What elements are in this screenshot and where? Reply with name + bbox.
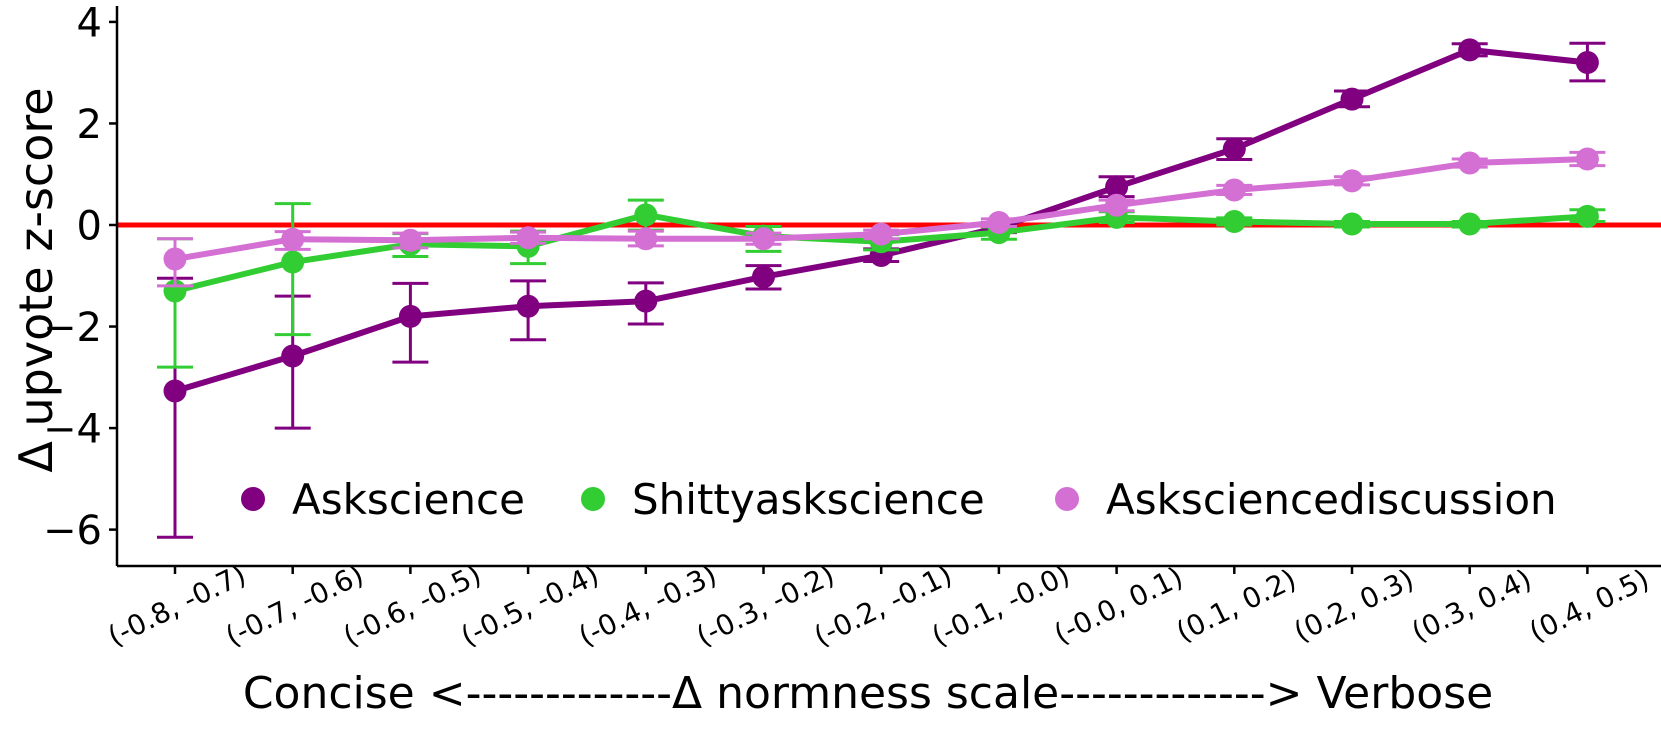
data-point-asksciencediscussion — [1575, 147, 1599, 171]
data-point-asksciencediscussion — [869, 222, 893, 246]
data-point-shittyaskscience — [1458, 212, 1482, 236]
data-point-shittyaskscience — [281, 250, 305, 274]
data-point-asksciencediscussion — [1105, 193, 1129, 217]
data-point-askscience — [516, 294, 540, 318]
data-point-askscience — [163, 379, 187, 403]
data-point-askscience — [398, 304, 422, 328]
data-point-asksciencediscussion — [516, 226, 540, 250]
x-tick-label: (0.1, 0.2) — [1171, 562, 1301, 648]
data-point-askscience — [281, 344, 305, 368]
data-point-askscience — [1458, 38, 1482, 62]
legend-label-asksciencediscussion: Asksciencediscussion — [1106, 475, 1557, 524]
x-tick-label: (0.2, 0.3) — [1289, 562, 1419, 648]
data-point-asksciencediscussion — [398, 228, 422, 252]
data-point-askscience — [1575, 51, 1599, 75]
data-point-askscience — [1340, 87, 1364, 111]
data-point-shittyaskscience — [1340, 212, 1364, 236]
x-tick-label: (0.4, 0.5) — [1524, 562, 1654, 648]
legend-marker-shittyaskscience — [581, 487, 605, 511]
y-tick-label: 0 — [77, 203, 102, 249]
data-point-shittyaskscience — [1222, 209, 1246, 233]
legend-marker-askscience — [241, 487, 265, 511]
data-point-asksciencediscussion — [1340, 169, 1364, 193]
data-point-askscience — [1222, 137, 1246, 161]
y-tick-label: −4 — [43, 406, 102, 452]
y-tick-label: 2 — [77, 102, 102, 148]
data-point-shittyaskscience — [1575, 204, 1599, 228]
data-point-askscience — [752, 265, 775, 289]
y-tick-label: −2 — [43, 305, 102, 351]
data-point-asksciencediscussion — [634, 227, 658, 251]
legend-label-askscience: Askscience — [292, 475, 525, 524]
legend-label-shittyaskscience: Shittyaskscience — [632, 475, 985, 524]
data-point-asksciencediscussion — [1458, 151, 1482, 175]
x-tick-label: (-0.0, 0.1) — [1049, 560, 1188, 651]
legend-marker-asksciencediscussion — [1055, 487, 1079, 511]
data-point-asksciencediscussion — [752, 227, 775, 251]
data-point-shittyaskscience — [634, 203, 658, 227]
data-point-askscience — [634, 289, 658, 313]
data-point-askscience — [1105, 175, 1129, 199]
series-line-askscience — [174, 46, 1588, 394]
data-point-asksciencediscussion — [281, 227, 305, 251]
data-point-asksciencediscussion — [163, 247, 187, 271]
y-tick-label: −6 — [43, 508, 102, 554]
y-tick-label: 4 — [77, 0, 102, 46]
x-axis-label: Concise <-------------Δ normness scale--… — [243, 668, 1493, 719]
y-axis-label: Δ upvote z-score — [9, 87, 63, 472]
data-point-asksciencediscussion — [987, 210, 1011, 234]
data-point-asksciencediscussion — [1222, 178, 1246, 202]
x-tick-label: (0.3, 0.4) — [1406, 562, 1536, 648]
